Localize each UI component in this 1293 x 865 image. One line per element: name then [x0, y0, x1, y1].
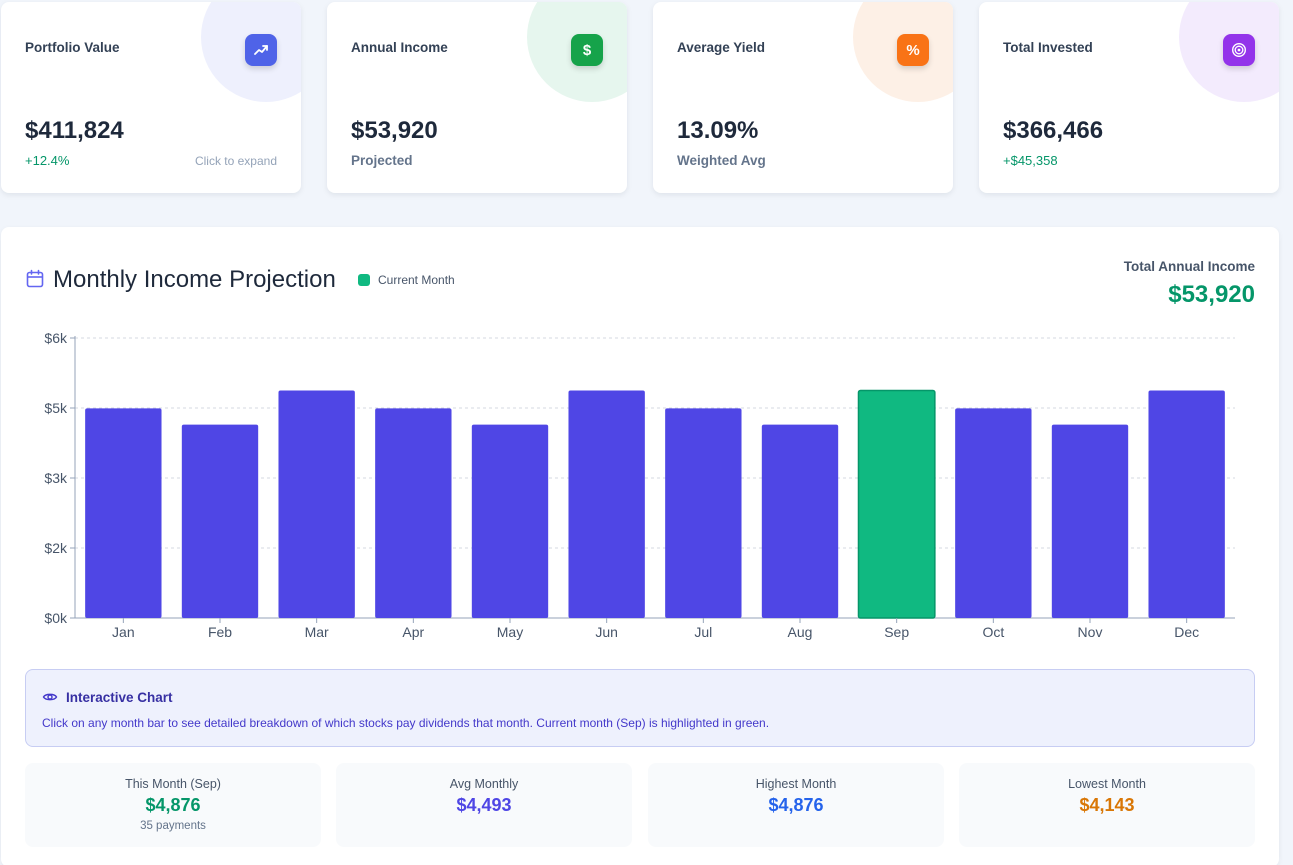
card-subtitle: Projected: [351, 153, 413, 168]
bar-nov[interactable]: [1051, 424, 1129, 618]
target-icon: [1223, 34, 1255, 66]
card-value: $366,466: [1003, 117, 1104, 144]
card-value: $411,824: [25, 117, 124, 144]
x-tick-label: Mar: [305, 624, 329, 640]
stat-label: Lowest Month: [1068, 777, 1146, 791]
x-tick-label: Oct: [982, 624, 1004, 640]
calendar-icon: [26, 269, 44, 288]
card-label: Annual Income: [351, 40, 448, 55]
legend-swatch: [358, 274, 370, 286]
stat-highest-month: Highest Month $4,876: [648, 763, 944, 847]
summary-cards: Portfolio Value $411,824 +12.4% Click to…: [0, 0, 1293, 200]
average-yield-card: Average Yield % 13.09% Weighted Avg: [653, 2, 953, 193]
x-tick-label: Dec: [1174, 624, 1199, 640]
stat-label: This Month (Sep): [125, 777, 221, 791]
stat-label: Avg Monthly: [449, 777, 519, 791]
x-tick-label: Aug: [788, 624, 813, 640]
y-tick-label: $2k: [44, 540, 68, 556]
x-tick-label: Jul: [694, 624, 712, 640]
stat-value: $4,143: [1079, 795, 1135, 815]
x-tick-label: Jun: [595, 624, 618, 640]
bar-dec[interactable]: [1148, 390, 1225, 618]
y-tick-label: $5k: [44, 400, 68, 416]
x-tick-label: Sep: [884, 624, 909, 640]
panel-title: Monthly Income Projection: [53, 266, 336, 293]
stat-avg-monthly: Avg Monthly $4,493: [336, 763, 632, 847]
bar-aug[interactable]: [761, 424, 839, 618]
x-tick-label: Jan: [112, 624, 135, 640]
dollar-icon: $: [571, 34, 603, 66]
stat-this-month: This Month (Sep) $4,876 35 payments: [25, 763, 321, 847]
total-annual-income-label: Total Annual Income: [1123, 259, 1255, 274]
portfolio-value-card[interactable]: Portfolio Value $411,824 +12.4% Click to…: [1, 2, 301, 193]
x-tick-label: Feb: [208, 624, 232, 640]
annual-income-card: Annual Income $ $53,920 Projected: [327, 2, 627, 193]
bar-mar[interactable]: [278, 390, 355, 618]
monthly-stats: This Month (Sep) $4,876 35 payments Avg …: [25, 763, 1255, 847]
total-invested-card: Total Invested $366,466 +$45,358: [979, 2, 1279, 193]
stat-subtext: 35 payments: [140, 820, 206, 832]
x-tick-label: Apr: [402, 624, 424, 640]
card-subtitle: Weighted Avg: [677, 153, 766, 168]
bar-sep[interactable]: [857, 389, 936, 619]
x-tick-label: Nov: [1078, 624, 1103, 640]
y-tick-label: $0k: [44, 610, 68, 626]
interactive-chart-info: Interactive Chart Click on any month bar…: [25, 669, 1255, 747]
trending-up-icon: [245, 34, 277, 66]
card-change: +12.4%: [25, 153, 70, 168]
y-tick-label: $3k: [44, 470, 68, 486]
percent-icon: %: [897, 34, 929, 66]
bar-oct[interactable]: [955, 408, 1032, 618]
bar-feb[interactable]: [181, 424, 259, 618]
income-bar-chart: $0k $2k $3k $5k $6k Jan Feb Mar Apr May Jun Jul Aug S…: [44, 330, 1235, 640]
total-annual-income-value: $53,920: [1168, 281, 1255, 308]
stat-value: $4,876: [145, 795, 201, 815]
legend-label: Current Month: [378, 273, 455, 287]
bar-jun[interactable]: [568, 390, 645, 618]
chart-legend: Current Month: [358, 273, 455, 287]
eye-icon: [42, 693, 58, 701]
card-value: 13.09%: [677, 117, 759, 144]
stat-value: $4,493: [456, 795, 512, 815]
stat-label: Highest Month: [755, 777, 837, 791]
card-label: Total Invested: [1003, 40, 1093, 55]
stat-value: $4,876: [768, 795, 824, 815]
expand-hint[interactable]: Click to expand: [194, 154, 277, 168]
card-label: Average Yield: [677, 40, 766, 55]
monthly-income-panel: Monthly Income Projection Current Month …: [1, 227, 1279, 865]
info-title: Interactive Chart: [66, 689, 173, 705]
card-value: $53,920: [351, 117, 438, 144]
bar-apr[interactable]: [375, 408, 452, 618]
bar-jul[interactable]: [665, 408, 742, 618]
info-heading: Interactive Chart: [42, 689, 173, 705]
stat-lowest-month: Lowest Month $4,143: [959, 763, 1255, 847]
y-tick-label: $6k: [44, 330, 68, 346]
bar-may[interactable]: [471, 424, 549, 618]
card-change: +$45,358: [1003, 153, 1058, 168]
bar-jan[interactable]: [85, 408, 162, 618]
x-tick-label: May: [497, 624, 523, 640]
card-label: Portfolio Value: [25, 40, 120, 55]
info-body: Click on any month bar to see detailed b…: [42, 716, 770, 730]
